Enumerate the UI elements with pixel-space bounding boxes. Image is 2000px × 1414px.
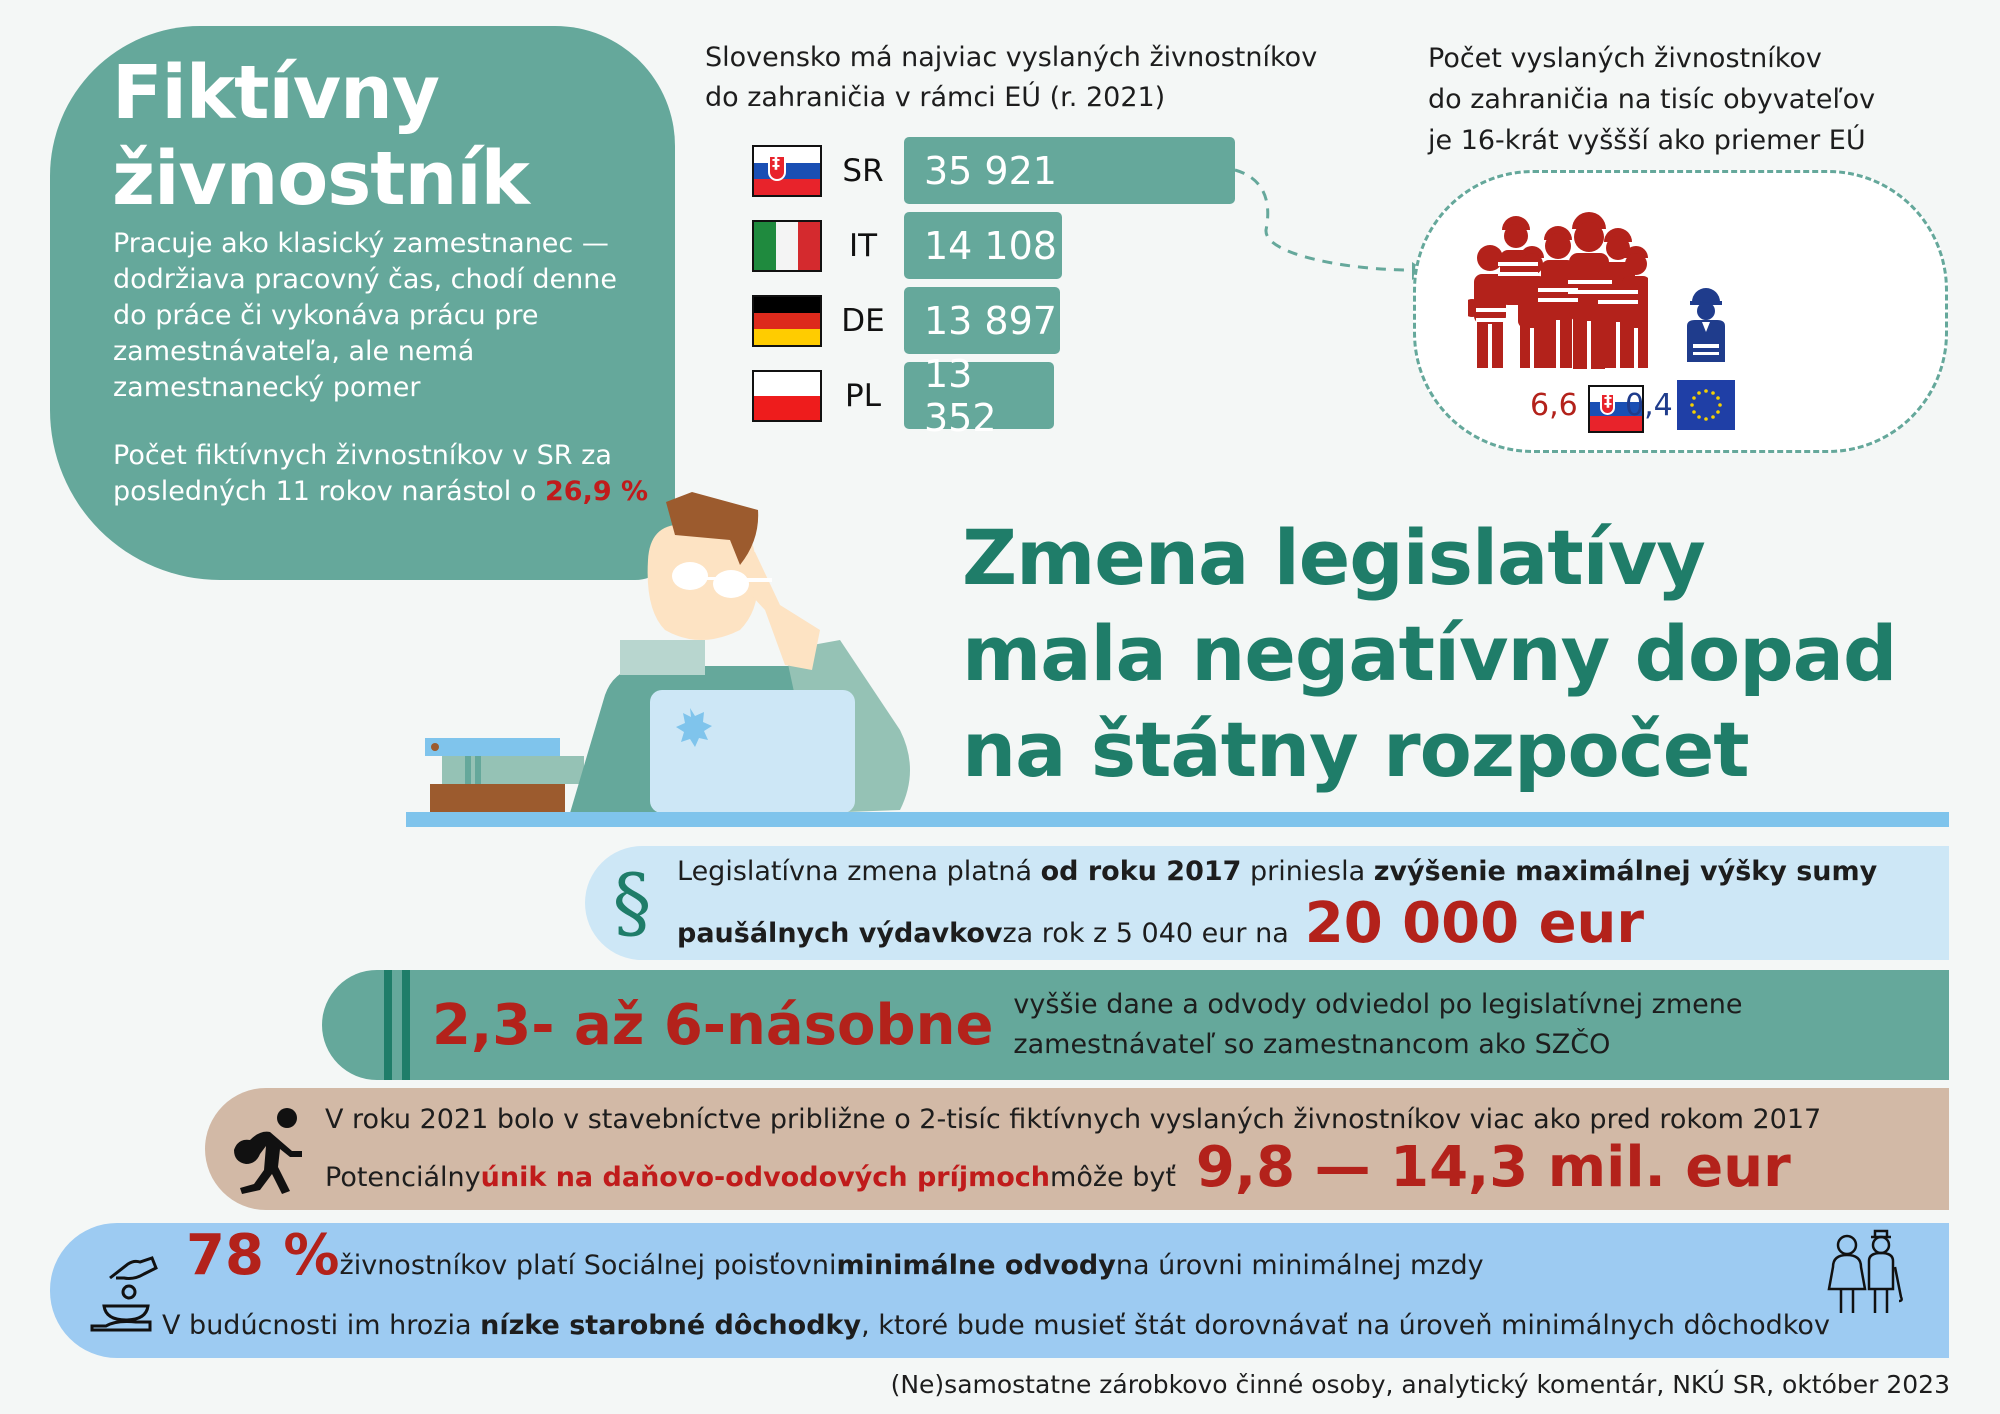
text-fragment: minimálne odvody: [836, 1249, 1116, 1281]
text-fragment: paušálnych výdavkov: [677, 918, 1003, 949]
text-fragment: , ktoré bude musieť štát dorovnávať na ú…: [861, 1309, 1830, 1341]
text-fragment: na úrovni minimálnej mzdy: [1115, 1249, 1484, 1281]
country-code: PL: [845, 377, 881, 414]
revenue-leak-text: V roku 2021 bolo v stavebníctve približn…: [325, 1097, 1821, 1201]
bar-row-de: DE 13 897: [752, 287, 1060, 354]
slovakia-flag-small-icon: [1588, 385, 1644, 433]
headline-line3: na štátny rozpočet: [962, 705, 1750, 794]
text-fragment: Potenciálny: [325, 1162, 481, 1193]
tax-multiplier-text: vyššie dane a odvody odviedol po legisla…: [1013, 985, 1742, 1065]
bar-value: 13 897: [904, 287, 1060, 354]
eu-per-thousand-value: 0,4: [1625, 388, 1673, 423]
legislation-text: Legislatívna zmena platná od roku 2017 p…: [677, 847, 1877, 959]
bar-value: 35 921: [904, 137, 1235, 204]
slovakia-flag-icon: [752, 144, 822, 197]
source-citation: (Ne)samostatne zárobkovo činné osoby, an…: [890, 1370, 1950, 1399]
headline: Zmena legislatívy mala negatívny dopad n…: [962, 510, 1897, 798]
headline-line1: Zmena legislatívy: [962, 513, 1706, 602]
per-thousand-title-line2: do zahraničia na tisíc obyvateľov: [1428, 84, 1876, 115]
text-line: vyššie dane a odvody odviedol po legisla…: [1013, 989, 1743, 1020]
tax-multiplier-value: 2,3- až 6-násobne: [432, 992, 994, 1058]
running-thief-icon: [234, 1108, 302, 1194]
italy-flag-icon: [752, 219, 822, 272]
bars-title-line2: do zahraničia v rámci EÚ (r. 2021): [705, 82, 1166, 113]
stripe-decoration: [384, 970, 392, 1080]
intro-title-line2: živnostník: [112, 136, 530, 222]
tax-multiplier-row: 2,3- až 6-násobne vyššie dane a odvody o…: [322, 970, 1949, 1080]
germany-flag-icon: [752, 294, 822, 347]
text-fragment: od roku 2017: [1040, 856, 1242, 887]
bar-row-pl: PL 13 352: [752, 352, 1054, 440]
legislation-row: § Legislatívna zmena platná od roku 2017…: [585, 846, 1949, 960]
bar-row-sr: SR 35 921: [752, 137, 1235, 204]
headline-line2: mala negatívny dopad: [962, 609, 1897, 698]
dashed-arrow-icon: [1234, 168, 1426, 280]
text-line: zamestnávateľ so zamestnancom ako SZČO: [1013, 1029, 1611, 1060]
sk-per-thousand-value: 6,6: [1530, 388, 1578, 423]
intro-card: [50, 26, 675, 580]
intro-title: Fiktívny živnostník: [112, 50, 530, 222]
eu-flag-icon: [1677, 380, 1735, 430]
intro-stat-text: Počet fiktívnych živnostníkov v SR za po…: [113, 440, 612, 507]
country-code: DE: [841, 302, 885, 339]
intro-stat-value: 26,9 %: [545, 476, 649, 507]
bar-value: 14 108: [904, 212, 1062, 279]
intro-title-line1: Fiktívny: [112, 50, 440, 136]
text-fragment: Legislatívna zmena platná: [677, 856, 1041, 887]
max-expenses-value: 20 000 eur: [1304, 891, 1645, 956]
hand-coin-icon: [90, 1255, 158, 1331]
desk-line: [406, 812, 1949, 827]
elderly-couple-icon: [1827, 1229, 1903, 1313]
text-fragment: V budúcnosti im hrozia: [162, 1309, 481, 1341]
eu-worker-icon: [1687, 288, 1725, 362]
pension-text: 78 % živnostníkov platí Sociálnej poisťo…: [162, 1222, 1949, 1356]
bar-row-it: IT 14 108: [752, 212, 1062, 279]
person-at-laptop-illustration: [425, 492, 910, 813]
text-fragment: zvýšenie maximálnej výšky sumy: [1373, 856, 1878, 887]
per-thousand-title-line1: Počet vyslaných živnostníkov: [1428, 43, 1822, 74]
per-thousand-title-line3: je 16-krát vyššší ako priemer EÚ: [1428, 125, 1866, 156]
text-fragment: živnostníkov platí Sociálnej poisťovni: [339, 1249, 837, 1281]
country-code: IT: [848, 227, 878, 264]
bar-value: 13 352: [904, 352, 1054, 440]
text-fragment: priniesla: [1241, 856, 1374, 887]
per-thousand-title: Počet vyslaných živnostníkov do zahranič…: [1428, 38, 1875, 161]
pension-row: 78 % živnostníkov platí Sociálnej poisťo…: [50, 1223, 1949, 1358]
revenue-leak-row: V roku 2021 bolo v stavebníctve približn…: [205, 1088, 1949, 1210]
text-fragment: nízke starobné dôchodky: [480, 1309, 862, 1341]
poland-flag-icon: [752, 369, 822, 422]
text-fragment: za rok z 5 040 eur na: [1002, 918, 1289, 949]
intro-description: Pracuje ako klasický zamestnanec — dodrž…: [113, 228, 617, 403]
stripe-decoration: [402, 970, 410, 1080]
bars-title-line1: Slovensko má najviac vyslaných živnostní…: [705, 42, 1318, 73]
construction-workers-group-icon: [1468, 212, 1648, 369]
bars-title: Slovensko má najviac vyslaných živnostní…: [705, 38, 1317, 118]
text-fragment: môže byť: [1050, 1162, 1176, 1193]
country-code: SR: [842, 152, 884, 189]
intro-stat: Počet fiktívnych živnostníkov v SR za po…: [113, 438, 653, 510]
text-fragment: únik na daňovo-odvodových príjmoch: [480, 1162, 1051, 1193]
revenue-leak-value: 9,8 — 14,3 mil. eur: [1195, 1135, 1791, 1200]
minimum-contribution-share: 78 %: [186, 1222, 340, 1288]
paragraph-icon: §: [612, 858, 652, 948]
text-line: V roku 2021 bolo v stavebníctve približn…: [325, 1104, 1822, 1135]
